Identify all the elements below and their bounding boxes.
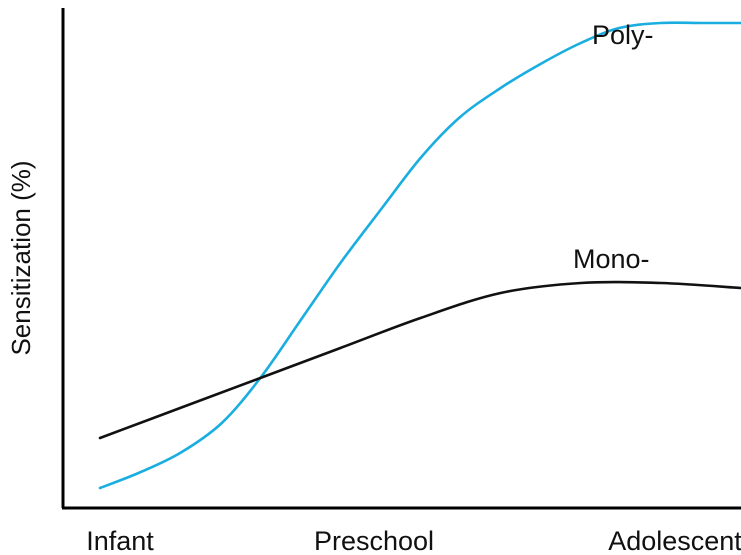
x-tick-label: Preschool xyxy=(314,526,434,555)
y-axis-title: Sensitization (%) xyxy=(6,160,36,355)
series-group xyxy=(98,21,741,490)
x-tick-label: Adolescent xyxy=(608,526,741,555)
series-label-poly: Poly- xyxy=(592,20,654,50)
series-label-mono: Mono- xyxy=(573,244,650,274)
axes xyxy=(61,8,741,510)
x-tick-label: Infant xyxy=(86,526,154,555)
x-tick-labels: Infant Preschool Adolescent xyxy=(86,526,741,555)
series-line-poly xyxy=(98,21,741,490)
series-line-mono xyxy=(98,280,741,440)
